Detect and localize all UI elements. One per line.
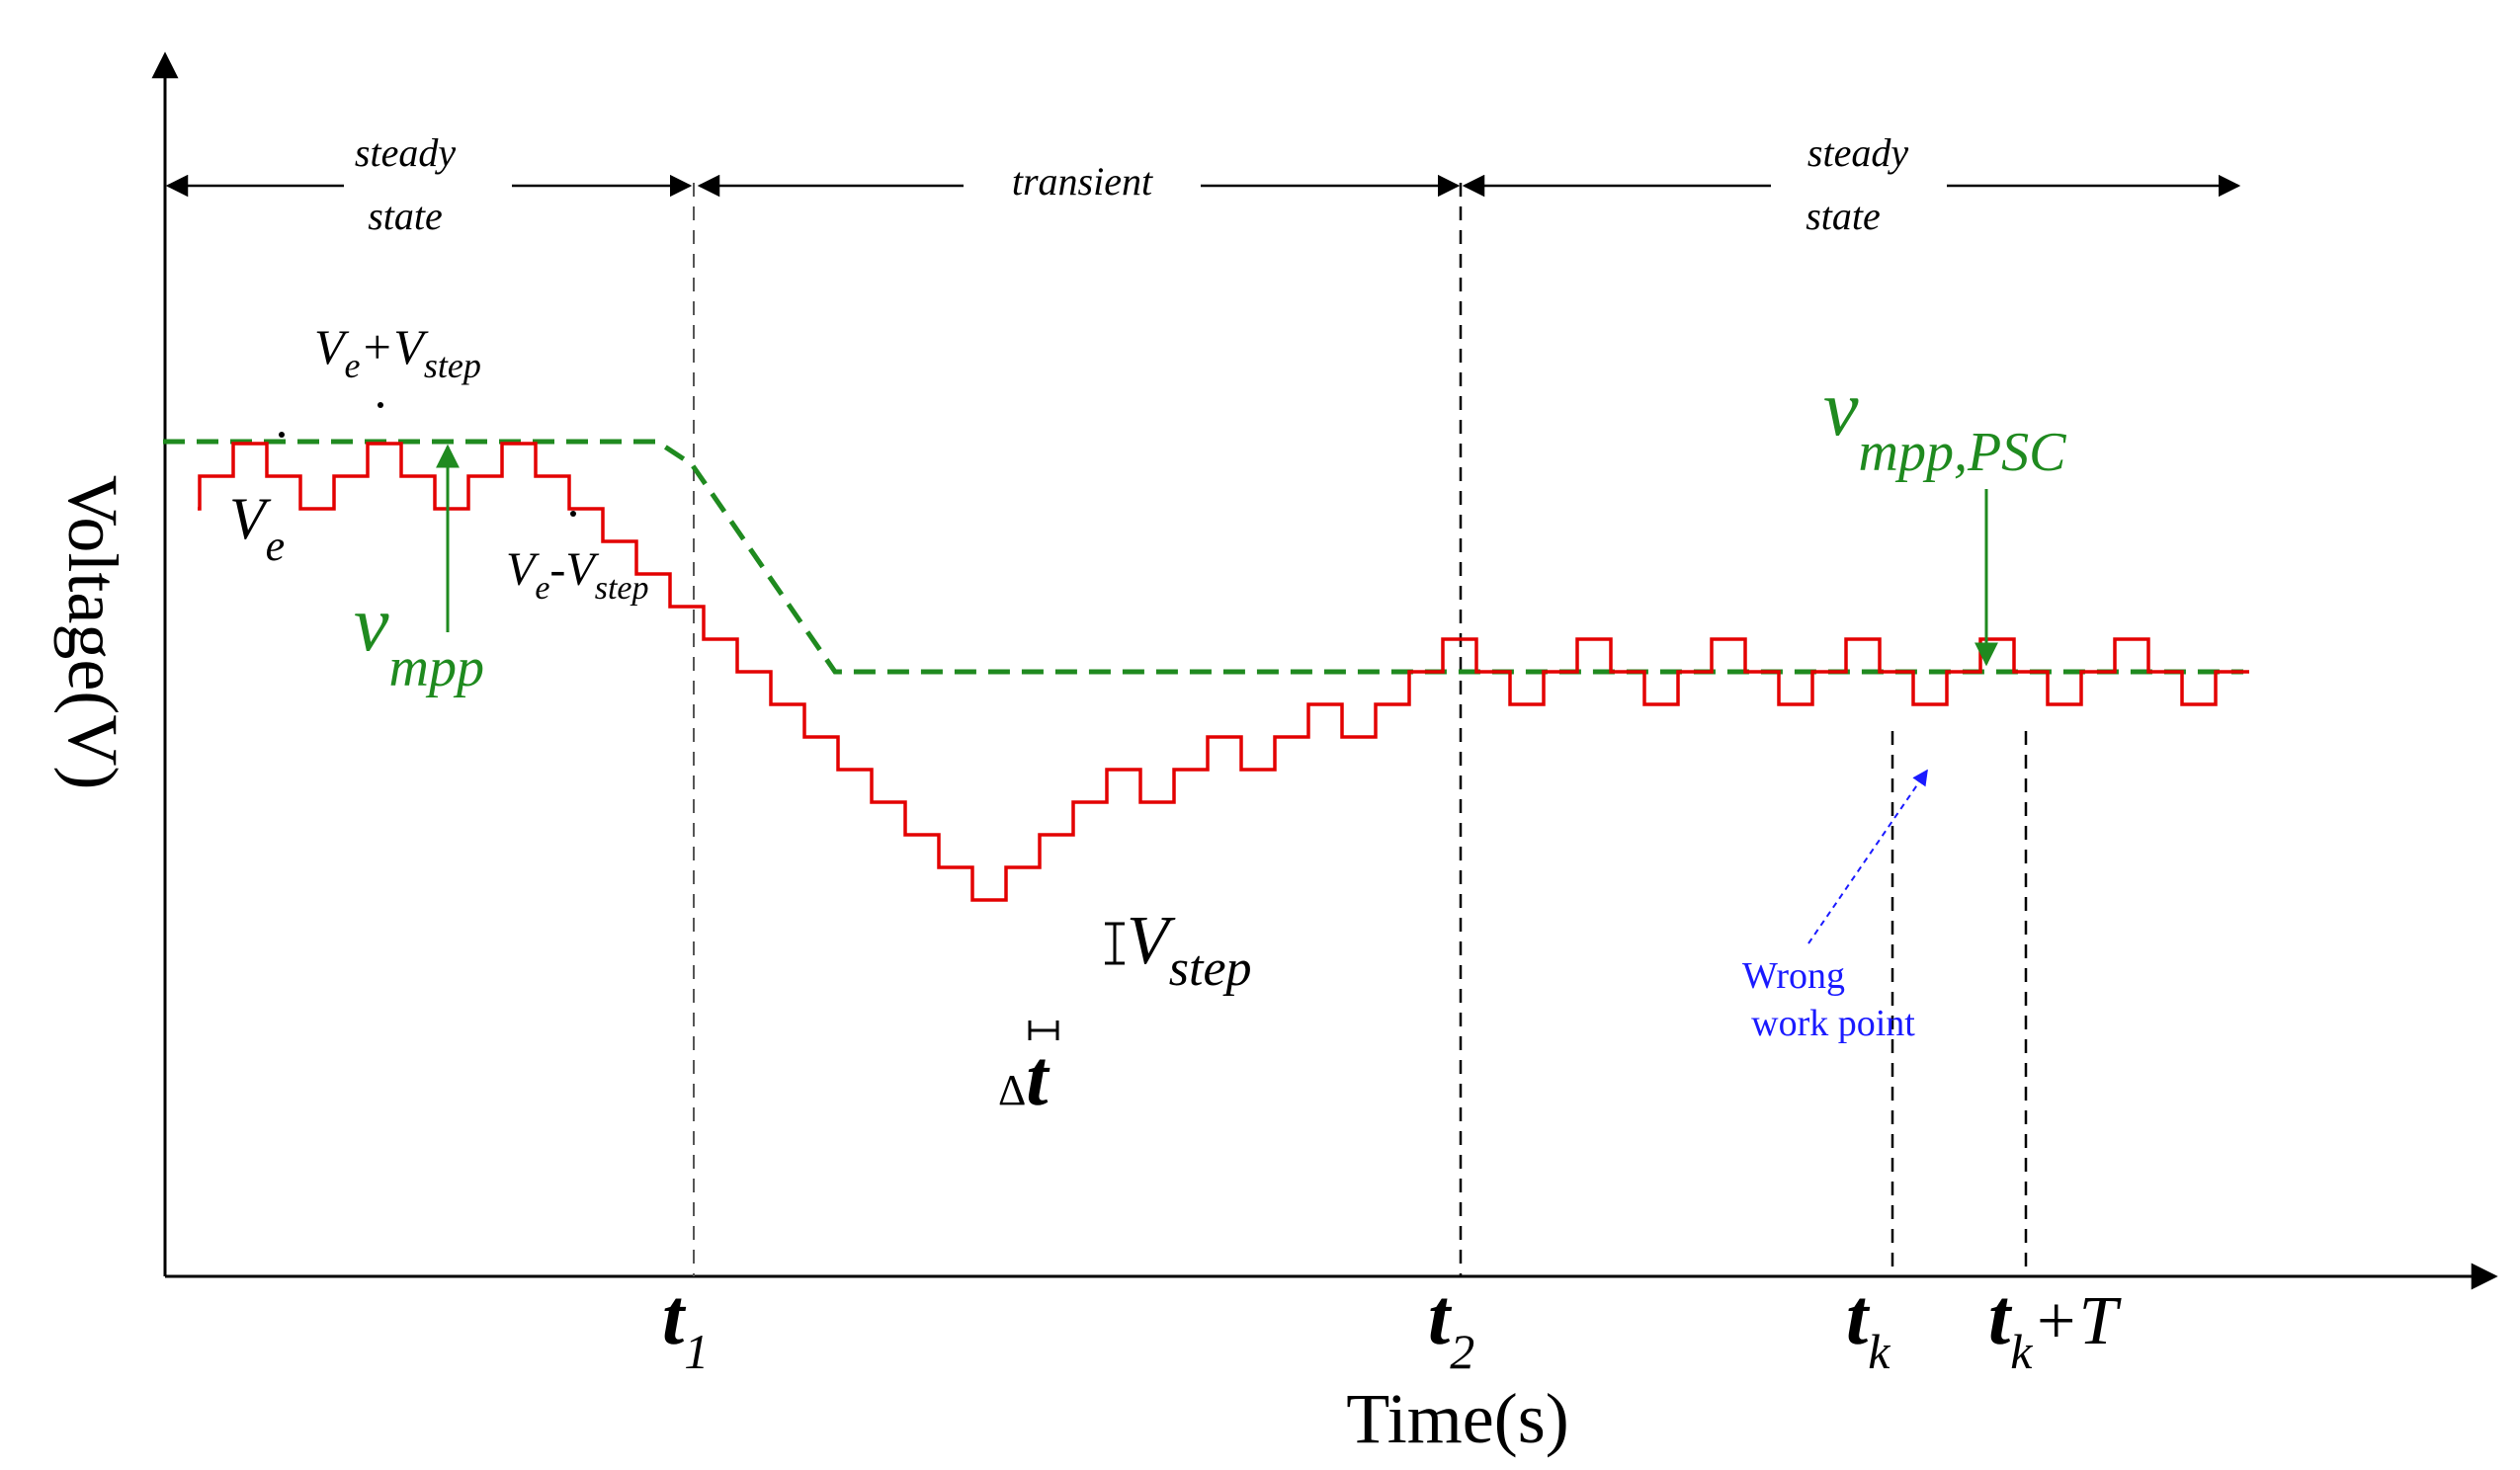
y-axis-title: Voltage(V): [53, 475, 132, 790]
tk-label: tk: [1846, 1274, 1890, 1379]
wrong-point-arrow: [1807, 769, 1928, 944]
vmpp-label: vmpp: [354, 581, 484, 698]
ve-label: Ve: [229, 486, 285, 570]
delta-t-label: Δt: [998, 1035, 1050, 1122]
ve-minus-vstep-label: Ve-Vstep: [506, 543, 649, 607]
vmpp-psc-label: vmpp,PSC: [1823, 366, 2066, 483]
vstep-label: Vstep: [1127, 903, 1252, 997]
t1-label: t1: [662, 1274, 709, 1379]
transient-label: transient: [1012, 159, 1153, 204]
tkT-label: tk+T: [1988, 1274, 2123, 1379]
ve-plus-vstep-label: Ve+Vstep: [314, 319, 481, 385]
vstep-bracket: [1105, 922, 1125, 965]
wrong-work-point-line2: work point: [1751, 1003, 1915, 1044]
delta-t-bracket: [1028, 1021, 1059, 1040]
vmpp-reference-line: [163, 439, 2243, 675]
wrong-work-point-line1: Wrong: [1742, 955, 1845, 997]
level-markers: [279, 402, 576, 517]
x-axis-title: Time(s): [1346, 1379, 1568, 1458]
operating-voltage-signal: [198, 442, 2249, 902]
left-steady-label-line2: state: [368, 194, 443, 238]
right-steady-label-line2: state: [1806, 194, 1881, 238]
time-marker-lines: [693, 183, 2028, 1276]
right-steady-label-line1: steady: [1807, 130, 1908, 175]
left-steady-label-line1: steady: [355, 130, 456, 175]
t2-label: t2: [1428, 1274, 1474, 1379]
